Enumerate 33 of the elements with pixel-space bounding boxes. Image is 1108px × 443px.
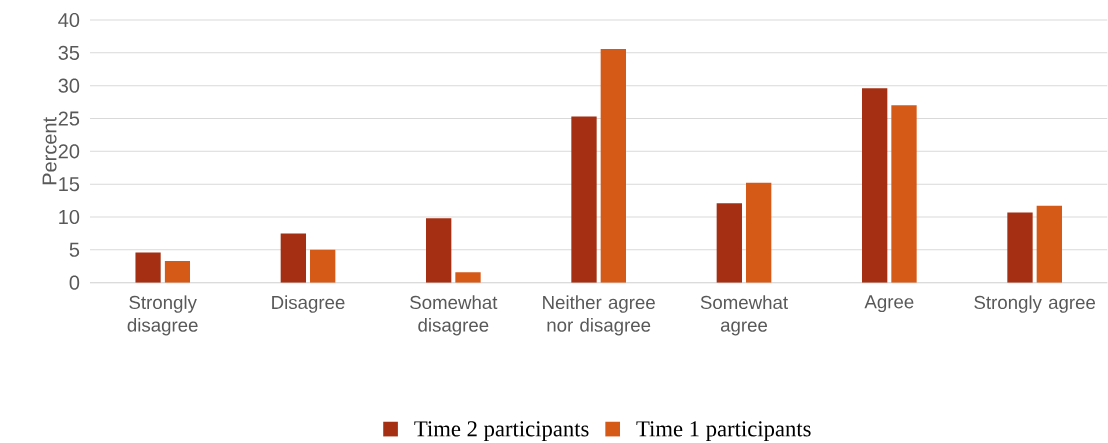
x-tick-label: Neither agree nor disagree [543,295,655,336]
x-tick-label: Disagree [272,295,345,313]
bar [746,183,772,283]
bar [280,233,307,283]
bar [426,218,452,283]
x-tick-label: Strongly agree [974,295,1096,313]
bar [571,116,597,283]
x-tick-label: Somewhat disagree [410,295,498,336]
x-tick-label: Strongly disagree [127,295,198,336]
x-tick-label: Agree [864,295,914,313]
legend-label: Time 1 participants [636,421,811,442]
y-tick-label: 15 [59,177,80,192]
y-tick-label: 30 [58,78,80,93]
y-tick-label: 20 [58,144,80,159]
y-axis-title: Percent [42,117,57,185]
y-tick-label: 0 [69,275,80,290]
bar [164,261,191,283]
bar [862,88,888,283]
bar [310,250,336,283]
bar [716,203,742,283]
y-tick-label: 5 [69,243,80,257]
x-tick-label: Somewhat agree [700,295,788,336]
y-tick-label: 25 [58,111,80,126]
bar [891,105,917,283]
bar [135,252,161,283]
bar [455,272,481,283]
y-tick-label: 10 [59,210,80,225]
bar [1036,206,1062,283]
bar [1007,212,1033,283]
legend-label: Time 2 participants [414,421,589,442]
bar [600,49,626,283]
y-tick-label: 35 [58,45,80,61]
y-tick-label: 40 [58,13,80,28]
